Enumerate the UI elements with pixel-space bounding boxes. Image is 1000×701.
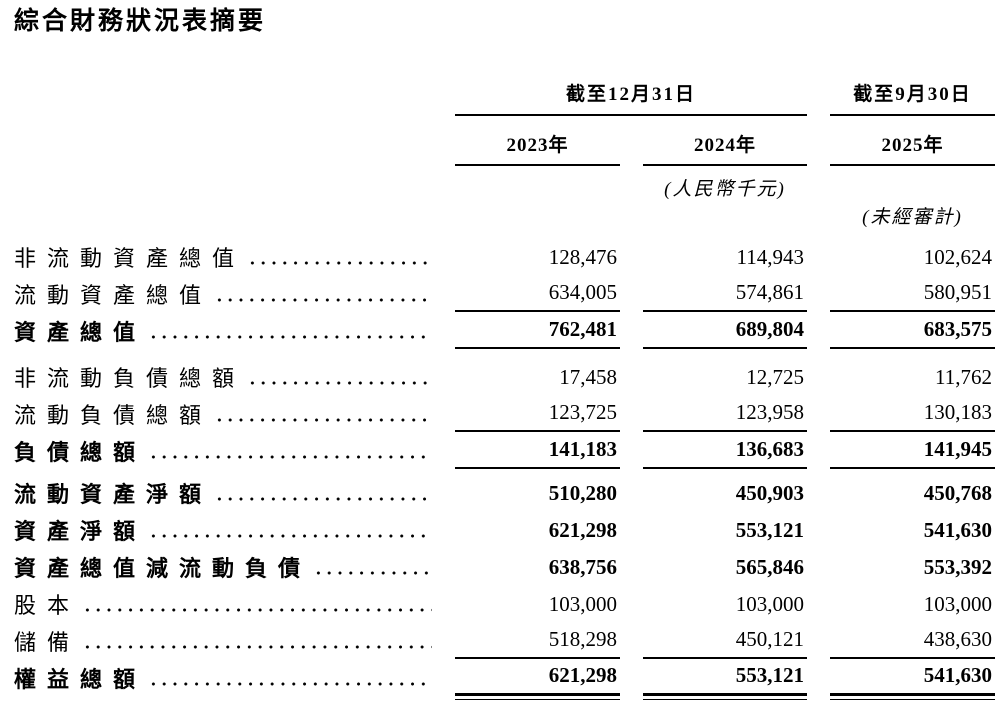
cell-2024: 103,000 <box>735 592 804 616</box>
cell-2025: 683,575 <box>830 317 995 349</box>
row-label-cell: 資產總值減流動負債 <box>14 556 432 585</box>
table-row-total-noncurrent-assets: 非流動資產總值 128,476 114,943 102,624 <box>14 238 995 275</box>
cell-2024: 574,861 <box>643 280 807 312</box>
cell-2025: 11,762 <box>935 365 992 389</box>
group-header-row: 截至12月31日 截至9月30日 <box>14 79 995 116</box>
cell-2025: 438,630 <box>830 627 995 659</box>
dot-leader <box>214 496 432 502</box>
cell-2023: 128,476 <box>548 245 617 269</box>
dot-leader <box>82 644 432 650</box>
row-label-cell: 非流動負債總額 <box>14 366 432 395</box>
dot-leader <box>214 297 432 303</box>
cell-2025: 541,630 <box>830 663 995 700</box>
financial-position-table: 截至12月31日 截至9月30日 2023年 2024年 2025年 (人民幣千… <box>14 79 995 700</box>
table-row-total-noncurrent-liabilities: 非流動負債總額 17,458 12,725 11,762 <box>14 358 995 395</box>
page-title: 綜合財務狀況表摘要 <box>14 8 267 35</box>
cell-2024: 450,903 <box>735 481 804 505</box>
table-row-total-current-assets: 流動資產總值 634,005 574,861 580,951 <box>14 275 995 312</box>
cell-2024: 136,683 <box>643 437 807 469</box>
row-label: 流動負債總額 <box>14 403 213 428</box>
dot-leader <box>148 454 432 460</box>
cell-2025: 130,183 <box>830 400 995 432</box>
cell-2025: 103,000 <box>923 592 992 616</box>
row-label: 權益總額 <box>14 667 147 692</box>
row-label-cell: 資產淨額 <box>14 519 432 548</box>
cell-2023: 634,005 <box>455 280 620 312</box>
table-row-total-assets-less-current-liabilities: 資產總值減流動負債 638,756 565,846 553,392 <box>14 548 995 585</box>
row-label-cell: 儲備 <box>14 630 432 659</box>
dot-leader <box>247 260 432 266</box>
table-row-share-capital: 股本 103,000 103,000 103,000 <box>14 585 995 622</box>
group-header-dec31: 截至12月31日 <box>455 79 807 116</box>
year-header-2024: 2024年 <box>643 116 807 166</box>
cell-2025: 553,392 <box>923 555 992 579</box>
cell-2024: 450,121 <box>643 627 807 659</box>
cell-2023: 621,298 <box>455 663 620 700</box>
table-row-total-assets: 資產總值 762,481 689,804 683,575 <box>14 312 995 349</box>
dot-leader <box>313 570 432 576</box>
cell-2023: 510,280 <box>548 481 617 505</box>
cell-2023: 103,000 <box>548 592 617 616</box>
cell-2023: 638,756 <box>548 555 617 579</box>
cell-2023: 17,458 <box>559 365 617 389</box>
row-label: 負債總額 <box>14 440 147 465</box>
cell-2025: 450,768 <box>923 481 992 505</box>
dot-leader <box>247 380 432 386</box>
cell-2024: 114,943 <box>736 245 804 269</box>
row-label: 股本 <box>14 593 81 618</box>
group-header-sep30: 截至9月30日 <box>830 79 995 116</box>
row-label-cell: 流動負債總額 <box>14 403 432 432</box>
cell-2023: 141,183 <box>455 437 620 469</box>
unit-note-row: (人民幣千元) <box>14 177 995 203</box>
row-label: 非流動負債總額 <box>14 366 246 391</box>
dot-leader <box>148 334 432 340</box>
row-label-cell: 非流動資產總值 <box>14 246 432 275</box>
cell-2023: 621,298 <box>548 518 617 542</box>
table-row-reserves: 儲備 518,298 450,121 438,630 <box>14 622 995 659</box>
cell-2025: 141,945 <box>830 437 995 469</box>
dot-leader <box>148 681 432 687</box>
row-label-cell: 負債總額 <box>14 440 432 469</box>
row-label: 資產總值 <box>14 320 147 345</box>
cell-2024: 565,846 <box>735 555 804 579</box>
dot-leader <box>214 417 432 423</box>
row-label-cell: 流動資產淨額 <box>14 482 432 511</box>
cell-2024: 553,121 <box>735 518 804 542</box>
table-body: 非流動資產總值 128,476 114,943 102,624 流動資產總值 6… <box>14 238 995 700</box>
cell-2023: 762,481 <box>455 317 620 349</box>
year-header-row: 2023年 2024年 2025年 <box>14 116 995 166</box>
row-label-cell: 流動資產總值 <box>14 283 432 312</box>
dot-leader <box>148 533 432 539</box>
table-row-total-current-liabilities: 流動負債總額 123,725 123,958 130,183 <box>14 395 995 432</box>
year-header-2023: 2023年 <box>455 116 620 166</box>
table-row-net-current-assets: 流動資產淨額 510,280 450,903 450,768 <box>14 474 995 511</box>
table-row-total-equity: 權益總額 621,298 553,121 541,630 <box>14 659 995 700</box>
table-row-net-assets: 資產淨額 621,298 553,121 541,630 <box>14 511 995 548</box>
cell-2024: 12,725 <box>746 365 804 389</box>
row-label-cell: 權益總額 <box>14 667 432 696</box>
currency-unit-note: (人民幣千元) <box>664 179 786 200</box>
unaudited-note: (未經審計) <box>862 207 963 228</box>
unaudited-note-row: (未經審計) <box>14 205 995 231</box>
row-label: 非流動資產總值 <box>14 246 246 271</box>
row-label: 流動資產總值 <box>14 283 213 308</box>
cell-2023: 518,298 <box>455 627 620 659</box>
row-label: 資產淨額 <box>14 519 147 544</box>
row-label: 流動資產淨額 <box>14 482 213 507</box>
cell-2024: 123,958 <box>643 400 807 432</box>
row-label-cell: 資產總值 <box>14 320 432 349</box>
cell-2024: 553,121 <box>643 663 807 700</box>
cell-2025: 102,624 <box>923 245 992 269</box>
table-row-total-liabilities: 負債總額 141,183 136,683 141,945 <box>14 432 995 469</box>
dot-leader <box>82 607 432 613</box>
cell-2025: 580,951 <box>830 280 995 312</box>
row-label: 資產總值減流動負債 <box>14 556 312 581</box>
row-label: 儲備 <box>14 630 81 655</box>
row-label-cell: 股本 <box>14 593 432 622</box>
cell-2023: 123,725 <box>455 400 620 432</box>
cell-2024: 689,804 <box>643 317 807 349</box>
year-header-2025: 2025年 <box>830 116 995 166</box>
cell-2025: 541,630 <box>923 518 992 542</box>
